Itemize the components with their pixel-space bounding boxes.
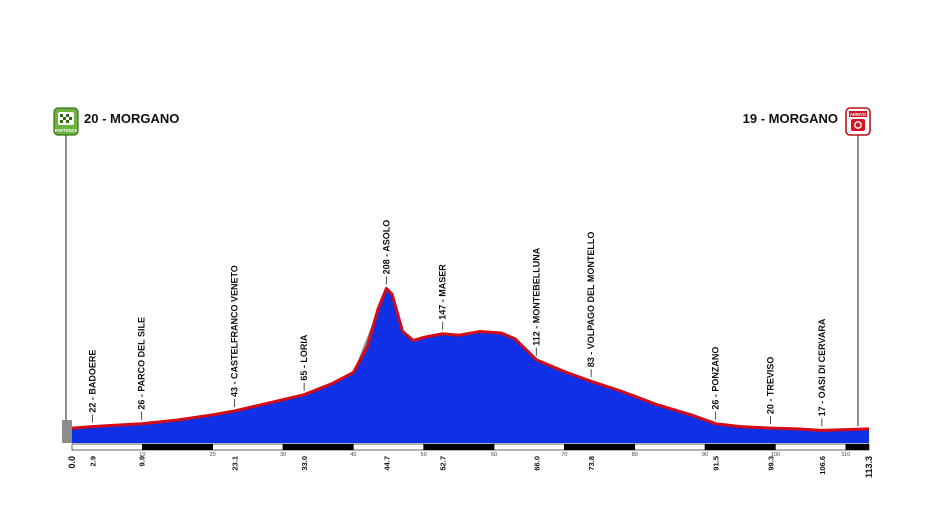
elevation-line bbox=[71, 286, 870, 432]
scale-segment bbox=[423, 443, 495, 451]
x-tick-label: 73.8 bbox=[587, 456, 596, 471]
scale-tick-label: 90 bbox=[702, 452, 708, 458]
scale-segment bbox=[493, 443, 565, 451]
finish-badge-label: ARRIVO bbox=[850, 112, 867, 117]
x-tick-label: 113.3 bbox=[864, 456, 874, 478]
scale-tick-label: 100 bbox=[771, 452, 780, 458]
start-flag-icon: PARTENZA bbox=[53, 107, 79, 136]
scale-tick-label: 20 bbox=[210, 452, 216, 458]
waypoint-label: 17 - OASI DI CERVARA bbox=[817, 318, 827, 416]
x-tick-label: 0.0 bbox=[67, 456, 77, 469]
scale-tick-label: 30 bbox=[280, 452, 286, 458]
waypoint-label: 112 - MONTEBELLUNA bbox=[531, 247, 541, 346]
x-tick-label: 66.0 bbox=[532, 456, 541, 471]
x-tick-label: 91.5 bbox=[712, 456, 721, 471]
waypoint-labels: 22 - BADOERE 26 - PARCO DEL SILE 43 - CAST… bbox=[87, 220, 827, 427]
scale-segment bbox=[282, 443, 354, 451]
waypoint-label: 20 - TREVISO bbox=[766, 357, 776, 415]
profile-area-group bbox=[71, 286, 870, 443]
x-tick-label: 2.9 bbox=[88, 456, 97, 466]
distance-scale-bar: 10 20 30 40 50 60 70 80 90 100 110 bbox=[71, 443, 870, 458]
scale-tick-label: 70 bbox=[561, 452, 567, 458]
finish-town-label: 19 - MORGANO bbox=[743, 111, 838, 126]
scale-tick-label: 10 bbox=[139, 452, 145, 458]
scale-segment bbox=[775, 443, 847, 451]
scale-segment bbox=[564, 443, 636, 451]
x-tick-label: 23.1 bbox=[230, 456, 239, 471]
x-tick-label: 9.9 bbox=[138, 456, 147, 466]
scale-tick-label: 80 bbox=[632, 452, 638, 458]
scale-tick-label: 40 bbox=[350, 452, 356, 458]
waypoint-label: 26 - PONZANO bbox=[711, 347, 721, 410]
waypoint-label: 26 - PARCO DEL SILE bbox=[137, 317, 147, 410]
x-tick-label: 52.7 bbox=[439, 456, 448, 471]
x-tick-label: 106.6 bbox=[818, 456, 827, 475]
scale-tick-label: 60 bbox=[491, 452, 497, 458]
scale-segment bbox=[142, 443, 213, 451]
x-tick-label: 44.7 bbox=[382, 456, 391, 471]
scale-segment bbox=[845, 443, 870, 451]
waypoint-label: 83 - VOLPAGO DEL MONTELLO bbox=[586, 232, 596, 368]
waypoint-label: 43 - CASTELFRANCO VENETO bbox=[229, 265, 239, 397]
x-tick-label: 33.0 bbox=[300, 456, 309, 471]
waypoint-label: 65 - LORIA bbox=[299, 334, 309, 381]
scale-segment bbox=[704, 443, 776, 451]
scale-segment bbox=[212, 443, 284, 451]
scale-segment bbox=[71, 443, 143, 451]
scale-tick-label: 50 bbox=[421, 452, 427, 458]
waypoint-label: 22 - BADOERE bbox=[87, 350, 97, 413]
x-tick-labels: 0.0 2.9 9.9 23.1 33.0 44.7 52.7 66.0 73.8 91.5 99.… bbox=[67, 456, 874, 478]
x-tick-label: 99.3 bbox=[767, 456, 776, 471]
scale-tick-label: 110 bbox=[841, 452, 850, 458]
waypoint-label: 208 - ASOLO bbox=[381, 220, 391, 275]
start-cap bbox=[62, 420, 72, 443]
scale-segment bbox=[353, 443, 425, 451]
waypoint-label: 147 - MASER bbox=[438, 264, 448, 320]
finish-flag-icon: ARRIVO bbox=[845, 107, 871, 136]
start-badge-label: PARTENZA bbox=[55, 128, 78, 133]
start-town-label: 20 - MORGANO bbox=[84, 111, 179, 126]
scale-segment bbox=[634, 443, 706, 451]
elevation-area bbox=[72, 288, 869, 443]
